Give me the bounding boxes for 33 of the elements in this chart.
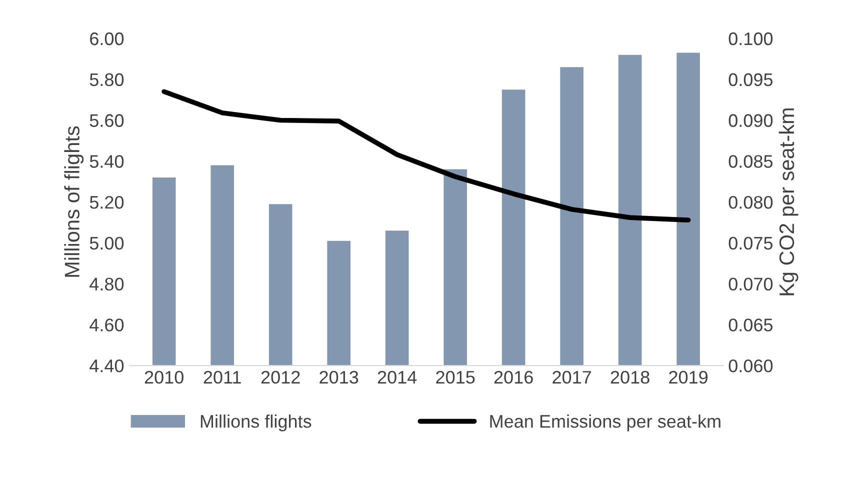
y-tick-label: 5.60 bbox=[90, 114, 124, 127]
legend-label: Mean Emissions per seat-km bbox=[490, 414, 720, 432]
x-tick-label: 2014 bbox=[378, 370, 417, 384]
x-tick-label: 2015 bbox=[436, 370, 475, 384]
y2-tick-label: 0.065 bbox=[728, 318, 773, 332]
x-tick-label: 2010 bbox=[144, 370, 184, 384]
x-tick-label: 2017 bbox=[552, 370, 591, 384]
x-tick-label: 2012 bbox=[261, 370, 300, 384]
x-tick-label: 2018 bbox=[610, 370, 650, 384]
y-tick-label: 5.00 bbox=[90, 236, 124, 250]
y-tick-label: 4.40 bbox=[90, 359, 124, 372]
y-tick-label: 5.40 bbox=[90, 155, 124, 168]
y2-axis-title: Kg CO2 per seat-km bbox=[778, 108, 798, 296]
x-tick-label: 2011 bbox=[204, 370, 241, 384]
y2-tick-label: 0.095 bbox=[728, 73, 773, 86]
y2-tick-label: 0.080 bbox=[728, 196, 773, 209]
y2-tick-label: 0.070 bbox=[728, 278, 773, 291]
legend-label: Millions flights bbox=[200, 414, 312, 432]
line-series bbox=[162, 89, 691, 222]
y2-tick-label: 0.075 bbox=[728, 236, 773, 250]
y-tick-label: 4.80 bbox=[90, 278, 124, 291]
x-tick-label: 2019 bbox=[669, 370, 708, 384]
y-tick-label: 5.20 bbox=[90, 196, 124, 209]
y2-tick-label: 0.060 bbox=[728, 359, 773, 372]
y-tick-label: 6.00 bbox=[90, 32, 124, 46]
x-tick-label: 2013 bbox=[320, 370, 358, 384]
y2-tick-label: 0.100 bbox=[728, 32, 773, 46]
y-tick-label: 5.80 bbox=[90, 73, 124, 86]
x-tick-label: 2016 bbox=[494, 370, 533, 384]
y-axis-title: Millions of flights bbox=[64, 126, 84, 277]
y-tick-label: 4.60 bbox=[90, 318, 124, 332]
y2-tick-label: 0.085 bbox=[728, 155, 773, 168]
y2-tick-label: 0.090 bbox=[728, 114, 773, 127]
